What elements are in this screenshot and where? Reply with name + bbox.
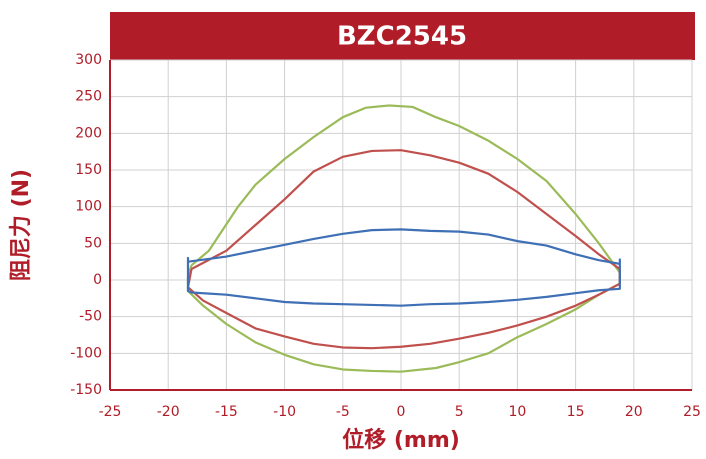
- x-tick-label: 20: [625, 404, 643, 420]
- y-tick-label: 100: [75, 199, 102, 215]
- series-line: [186, 104, 621, 373]
- x-tick-label: -25: [99, 404, 122, 420]
- x-tick-label: -20: [157, 404, 180, 420]
- x-tick-label: 15: [567, 404, 585, 420]
- x-tick-label: 5: [455, 404, 464, 420]
- chart-title: BZC2545: [337, 22, 467, 52]
- x-axis-label: 位移 (mm): [342, 427, 460, 453]
- y-tick-label: 250: [75, 89, 102, 105]
- series-line: [186, 228, 621, 307]
- y-tick-label: -50: [79, 309, 102, 325]
- y-axis-label: 阻尼力 (N): [9, 169, 34, 281]
- x-tick-label: -5: [336, 404, 350, 420]
- y-tick-label: 50: [84, 235, 102, 251]
- y-tick-label: 0: [93, 272, 102, 288]
- y-tick-label: 150: [75, 162, 102, 178]
- x-tick-label: -10: [273, 404, 296, 420]
- y-tick-label: -100: [70, 345, 102, 361]
- y-tick-label: 200: [75, 125, 102, 141]
- y-tick-label: -150: [70, 382, 102, 398]
- x-tick-label: 25: [683, 404, 701, 420]
- x-tick-label: 10: [508, 404, 526, 420]
- x-tick-label: 0: [397, 404, 406, 420]
- y-tick-label: 300: [75, 52, 102, 68]
- x-tick-label: -15: [215, 404, 238, 420]
- title-bar: [110, 12, 695, 60]
